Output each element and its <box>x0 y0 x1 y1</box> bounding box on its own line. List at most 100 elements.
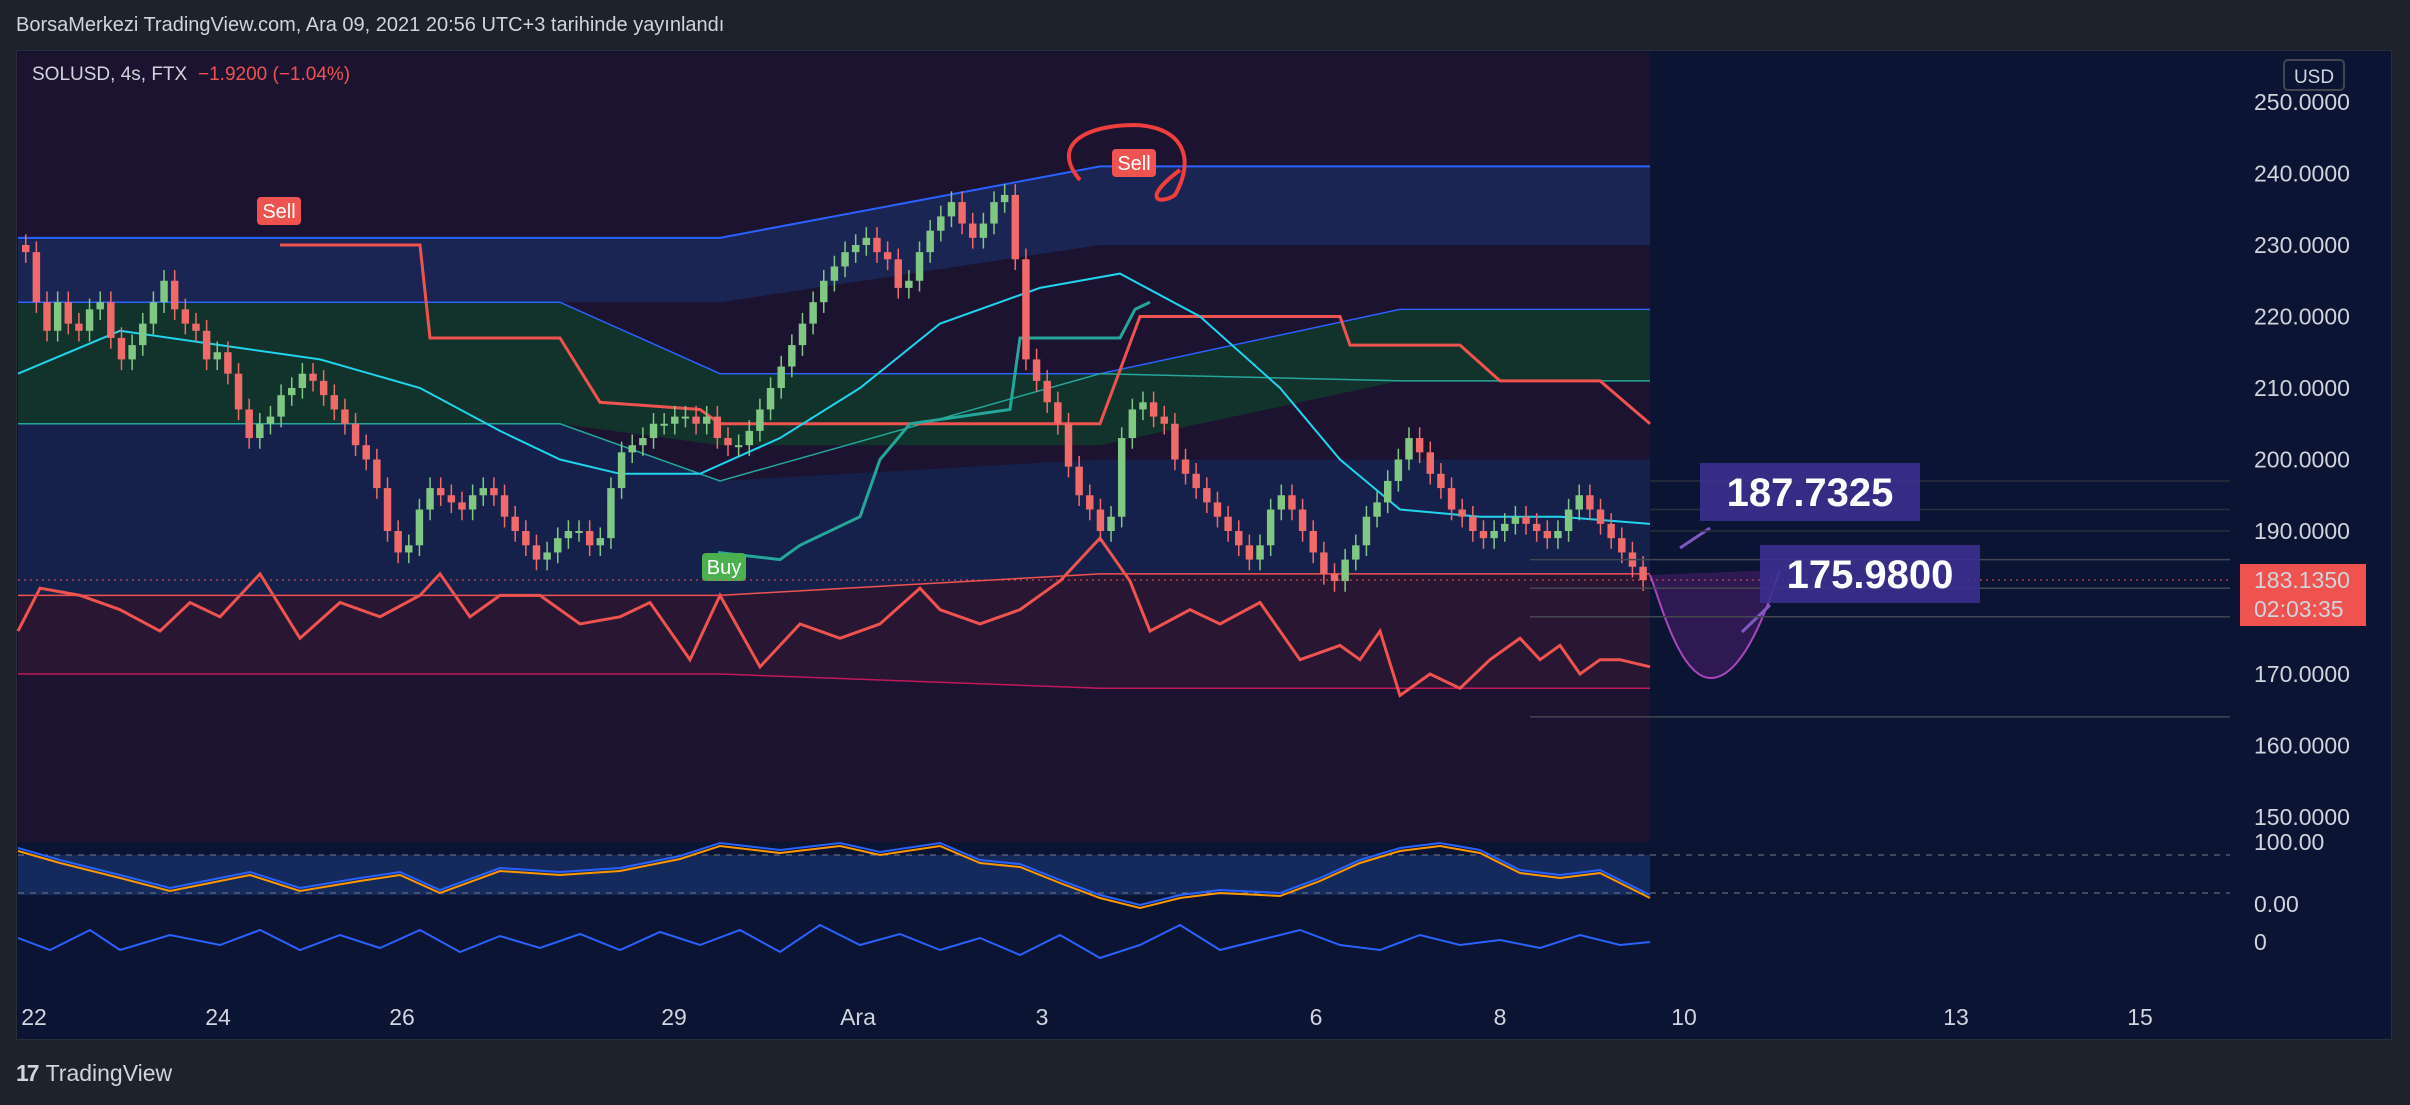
candle-body <box>1107 516 1115 531</box>
candle-body <box>96 302 104 310</box>
candle-body <box>1554 531 1562 539</box>
candle-body <box>766 388 775 410</box>
candle-body <box>1639 566 1647 581</box>
candle-body <box>1224 516 1232 531</box>
candle-body <box>841 252 849 267</box>
annotation-value: 187.7325 <box>1727 471 1894 515</box>
candle-body <box>628 445 636 453</box>
lower-zone <box>18 573 1650 689</box>
candle-body <box>1309 531 1317 553</box>
y-tick-label: 250.0000 <box>2254 89 2350 115</box>
candle-body <box>1522 516 1530 524</box>
candle-body <box>160 280 168 303</box>
candle-body <box>883 252 892 260</box>
candle-body <box>1383 480 1392 503</box>
candle-body <box>1054 402 1062 424</box>
candle-body <box>224 352 232 374</box>
candle-body <box>1181 459 1190 474</box>
candle-body <box>447 495 456 503</box>
x-tick-label: Ara <box>840 1004 876 1030</box>
candle-body <box>1586 495 1594 510</box>
x-tick-label: 26 <box>389 1004 415 1030</box>
candle-body <box>1394 459 1403 481</box>
candle-body <box>1245 545 1254 560</box>
candle-body <box>617 452 626 489</box>
candle-body <box>1511 516 1520 524</box>
candle-body <box>1415 438 1424 453</box>
candle-body <box>1618 538 1626 553</box>
candle-body <box>1352 545 1360 560</box>
candle-body <box>649 423 658 439</box>
lower-oscillator-line <box>16 535 1651 698</box>
y-tick-label: 170.0000 <box>2254 661 2350 687</box>
change-legend: −1.9200 (−1.04%) <box>198 64 350 85</box>
currency-button-label: USD <box>2294 67 2334 88</box>
candle-body <box>575 531 583 533</box>
candle-body <box>373 459 381 489</box>
candle-body <box>671 416 679 424</box>
candle-body <box>1213 502 1222 517</box>
indicator-band <box>18 855 1650 895</box>
candle-body <box>256 423 264 439</box>
candle-body <box>1479 531 1488 539</box>
signal-label: Sell <box>262 201 295 223</box>
candle-body <box>351 423 360 446</box>
candle-body <box>915 252 924 281</box>
candle-body <box>213 352 221 360</box>
candle-body <box>1192 473 1200 489</box>
candle-body <box>1160 416 1168 424</box>
tradingview-logo[interactable]: 17 TradingView <box>16 1060 173 1086</box>
x-tick-label: 15 <box>2127 1004 2153 1030</box>
candle-body <box>990 202 998 224</box>
candle-body <box>702 416 711 424</box>
x-tick-label: 6 <box>1310 1004 1323 1030</box>
indicator2-line <box>17 923 1651 960</box>
current-price-value: 183.1350 <box>2254 567 2350 593</box>
candle-body <box>107 302 115 338</box>
candle-body <box>32 252 41 303</box>
candle-body <box>500 495 509 517</box>
candle-body <box>1011 194 1020 260</box>
candle-body <box>1266 509 1275 546</box>
x-tick-label: 22 <box>21 1004 47 1030</box>
buy-stop-line <box>717 300 1151 562</box>
candle-body <box>1437 473 1445 489</box>
candle-body <box>554 538 562 553</box>
candle-body <box>341 409 349 424</box>
candle-body <box>905 280 913 288</box>
candle-body <box>596 538 605 546</box>
hand-drawn-circle <box>1066 122 1187 202</box>
candle-body <box>490 488 498 496</box>
candle-body <box>1362 516 1371 546</box>
candle-body <box>851 245 860 253</box>
current-price-badge <box>2240 564 2366 626</box>
candle-body <box>969 223 977 238</box>
y-tick-label: 200.0000 <box>2254 447 2350 473</box>
candle-body <box>128 345 136 360</box>
candle-body <box>1288 495 1296 510</box>
indicator-tick-label: 100.00 <box>2254 829 2324 855</box>
candle-body <box>1469 516 1477 531</box>
candle-body <box>958 202 966 224</box>
candle-body <box>1405 438 1413 460</box>
y-tick-label: 190.0000 <box>2254 518 2350 544</box>
upper-band-line <box>18 165 1650 239</box>
candle-body <box>1596 509 1605 524</box>
candle-body <box>522 531 530 546</box>
candle-body <box>788 345 796 367</box>
candle-body <box>1490 531 1498 539</box>
candle-body <box>1532 523 1541 531</box>
mid-line <box>18 372 1650 482</box>
signal-label: Sell <box>1117 153 1150 175</box>
candle-body <box>820 280 828 303</box>
signal-label: Buy <box>707 557 741 579</box>
candle-body <box>85 309 94 331</box>
candle-body <box>1086 495 1094 510</box>
candle-body <box>277 395 285 417</box>
stoch-d-line <box>17 844 1651 910</box>
candle-body <box>1075 466 1083 496</box>
x-tick-label: 10 <box>1671 1004 1697 1030</box>
candle-body <box>713 416 722 439</box>
candle-body <box>1128 409 1137 439</box>
